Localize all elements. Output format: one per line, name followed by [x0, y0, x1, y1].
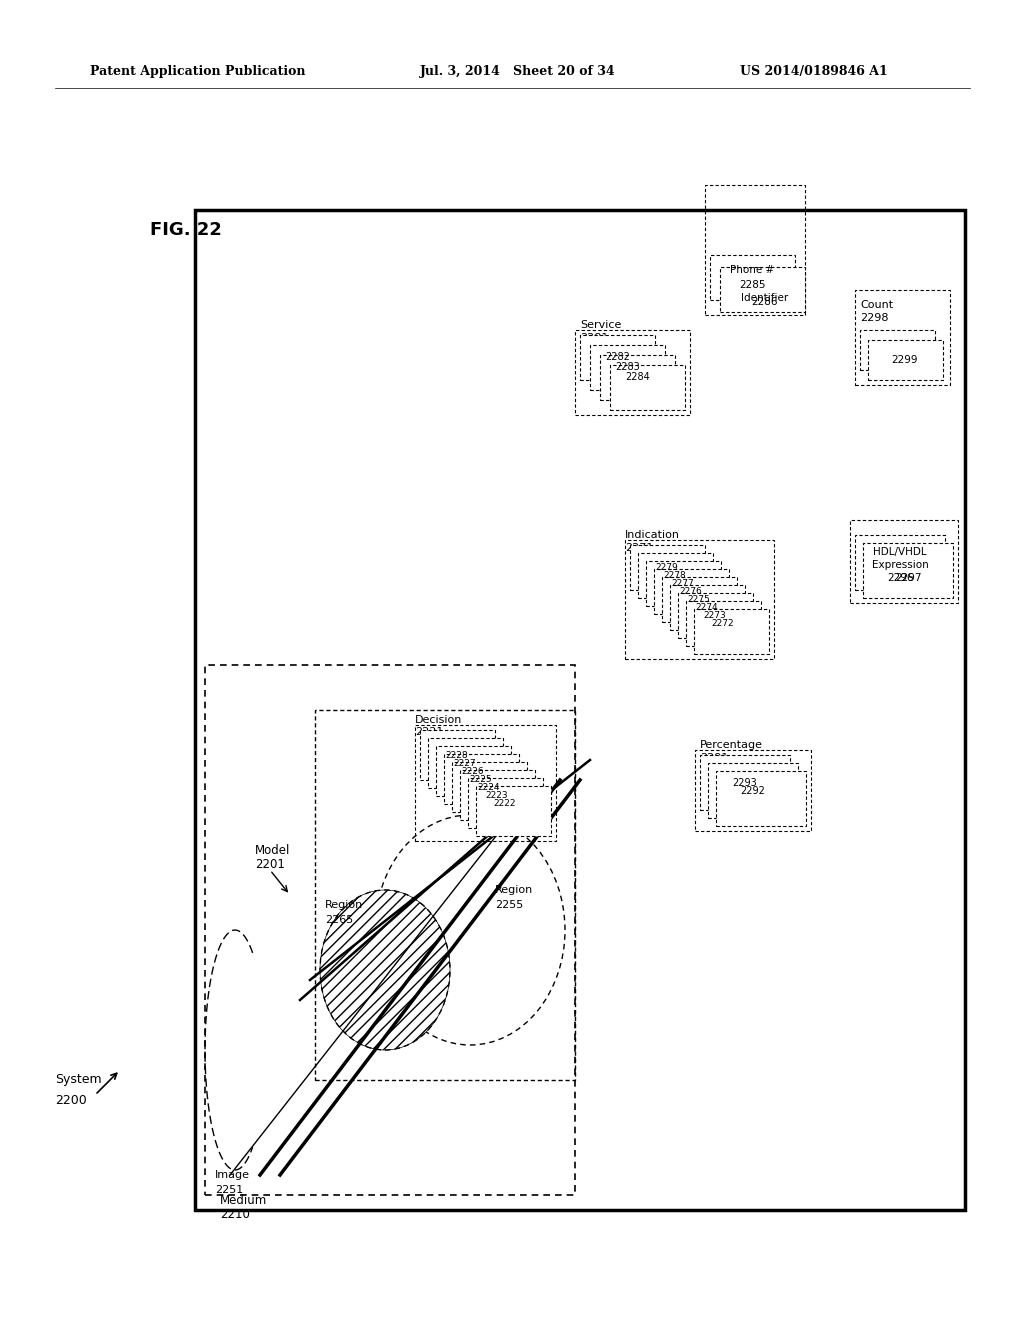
- Text: 2226: 2226: [462, 767, 484, 776]
- FancyBboxPatch shape: [436, 746, 511, 796]
- Text: 2223: 2223: [485, 791, 508, 800]
- Bar: [195, 210, 965, 1210]
- Text: 2210: 2210: [220, 1209, 250, 1221]
- Text: Expression: Expression: [871, 560, 929, 570]
- Text: 2228: 2228: [445, 751, 468, 759]
- Text: 2200: 2200: [55, 1093, 87, 1106]
- FancyBboxPatch shape: [720, 267, 805, 312]
- FancyBboxPatch shape: [716, 771, 806, 826]
- FancyBboxPatch shape: [638, 553, 713, 598]
- FancyBboxPatch shape: [590, 345, 665, 389]
- Text: 2221: 2221: [415, 727, 443, 737]
- Text: 2279: 2279: [655, 564, 678, 573]
- FancyBboxPatch shape: [460, 770, 535, 820]
- Text: Percentage: Percentage: [700, 741, 763, 750]
- FancyBboxPatch shape: [476, 785, 551, 836]
- FancyBboxPatch shape: [646, 561, 721, 606]
- Ellipse shape: [319, 890, 450, 1049]
- FancyBboxPatch shape: [694, 609, 769, 653]
- Text: 2291: 2291: [700, 752, 728, 763]
- Text: 2292: 2292: [740, 785, 765, 796]
- FancyBboxPatch shape: [863, 543, 953, 598]
- Text: Service: Service: [580, 319, 622, 330]
- FancyBboxPatch shape: [420, 730, 495, 780]
- Text: Identifier: Identifier: [741, 293, 788, 304]
- Text: 2255: 2255: [495, 900, 523, 909]
- Text: 2285: 2285: [738, 280, 765, 290]
- FancyBboxPatch shape: [654, 569, 729, 614]
- Text: 2275: 2275: [688, 595, 711, 605]
- Text: 2282: 2282: [605, 352, 630, 363]
- Text: 2274: 2274: [695, 603, 718, 612]
- Text: Decision: Decision: [415, 715, 463, 725]
- FancyBboxPatch shape: [710, 255, 795, 300]
- Text: FIG. 22: FIG. 22: [150, 220, 222, 239]
- FancyBboxPatch shape: [686, 601, 761, 645]
- Text: 2286: 2286: [752, 297, 778, 308]
- FancyBboxPatch shape: [468, 777, 543, 828]
- FancyBboxPatch shape: [610, 366, 685, 411]
- Text: Patent Application Publication: Patent Application Publication: [90, 66, 305, 78]
- FancyBboxPatch shape: [868, 341, 943, 380]
- Text: 2227: 2227: [454, 759, 476, 767]
- Text: Jul. 3, 2014   Sheet 20 of 34: Jul. 3, 2014 Sheet 20 of 34: [420, 66, 615, 78]
- Text: 2278: 2278: [664, 572, 686, 581]
- FancyBboxPatch shape: [855, 535, 945, 590]
- Text: System: System: [55, 1073, 101, 1086]
- Text: 2224: 2224: [478, 783, 501, 792]
- FancyBboxPatch shape: [670, 585, 745, 630]
- Text: Medium: Medium: [220, 1193, 267, 1206]
- Text: 2276: 2276: [680, 587, 702, 597]
- Text: Region: Region: [325, 900, 364, 909]
- Text: 2271: 2271: [625, 543, 653, 553]
- Text: 2298: 2298: [860, 313, 889, 323]
- FancyBboxPatch shape: [428, 738, 503, 788]
- FancyBboxPatch shape: [580, 335, 655, 380]
- Text: 2293: 2293: [732, 777, 758, 788]
- FancyBboxPatch shape: [860, 330, 935, 370]
- Text: Region: Region: [495, 884, 534, 895]
- Text: Indication: Indication: [625, 531, 680, 540]
- Text: 2201: 2201: [255, 858, 285, 871]
- Text: Model: Model: [255, 843, 291, 857]
- Text: US 2014/0189846 A1: US 2014/0189846 A1: [740, 66, 888, 78]
- Text: 2299: 2299: [892, 355, 919, 366]
- Text: 2283: 2283: [615, 363, 640, 372]
- Text: Phone #: Phone #: [730, 265, 774, 275]
- FancyBboxPatch shape: [444, 754, 519, 804]
- Text: 2297: 2297: [895, 573, 922, 583]
- Text: 2265: 2265: [325, 915, 353, 925]
- FancyBboxPatch shape: [452, 762, 527, 812]
- Text: 2222: 2222: [494, 799, 516, 808]
- Text: 2273: 2273: [703, 611, 726, 620]
- Text: 2281: 2281: [580, 333, 608, 343]
- FancyBboxPatch shape: [700, 755, 790, 810]
- FancyBboxPatch shape: [630, 545, 705, 590]
- Text: HDL/VHDL: HDL/VHDL: [873, 546, 927, 557]
- Text: 2296: 2296: [887, 573, 913, 583]
- FancyBboxPatch shape: [662, 577, 737, 622]
- Text: Image: Image: [215, 1170, 250, 1180]
- Text: 2251: 2251: [215, 1185, 244, 1195]
- Text: 2284: 2284: [625, 372, 650, 383]
- FancyBboxPatch shape: [600, 355, 675, 400]
- FancyBboxPatch shape: [678, 593, 753, 638]
- Text: 2225: 2225: [470, 775, 493, 784]
- FancyBboxPatch shape: [708, 763, 798, 818]
- Text: Count: Count: [860, 300, 893, 310]
- Text: 2272: 2272: [712, 619, 734, 628]
- Text: 2277: 2277: [672, 579, 694, 589]
